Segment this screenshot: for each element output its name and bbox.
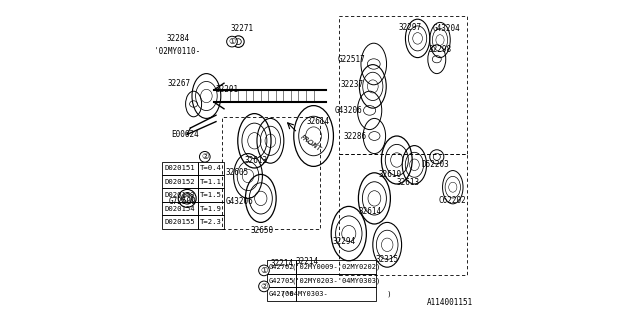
Text: 32267: 32267 (168, 79, 191, 88)
Text: 32286: 32286 (344, 132, 367, 140)
Bar (268, 274, 296, 287)
Text: 32298: 32298 (428, 45, 452, 54)
Text: 32201: 32201 (216, 85, 239, 94)
Text: 32297: 32297 (398, 23, 421, 32)
Bar (161, 215, 198, 229)
Text: T=1.1: T=1.1 (200, 179, 222, 185)
Text: '02MY0110-: '02MY0110- (154, 47, 201, 56)
Bar (198, 215, 224, 229)
Text: D020155: D020155 (164, 219, 195, 225)
Text: 32237: 32237 (340, 80, 364, 89)
Bar (296, 260, 376, 274)
Text: 32605: 32605 (225, 168, 248, 177)
Text: ①: ① (228, 37, 236, 46)
Text: G72509: G72509 (168, 197, 196, 206)
Bar (198, 175, 224, 188)
Text: 32613: 32613 (244, 156, 268, 164)
Text: T=2.3: T=2.3 (200, 219, 222, 225)
Text: 32214: 32214 (296, 257, 319, 266)
Text: C62202: C62202 (439, 196, 467, 204)
Text: ①: ① (260, 266, 268, 275)
Text: T=0.4: T=0.4 (200, 165, 222, 171)
Bar (161, 188, 198, 202)
Text: 32650: 32650 (251, 226, 274, 235)
Bar (296, 274, 376, 287)
Text: G43204: G43204 (433, 24, 460, 33)
Bar (161, 202, 198, 215)
Bar (198, 202, 224, 215)
Bar (161, 162, 198, 175)
Text: D020153: D020153 (164, 192, 195, 198)
Text: G42702: G42702 (269, 264, 294, 270)
Text: 32271: 32271 (230, 24, 253, 33)
Text: ('04MY0303-              ): ('04MY0303- ) (281, 291, 391, 297)
Bar (268, 287, 296, 301)
Text: ②: ② (260, 282, 268, 291)
Text: FRONT: FRONT (300, 134, 322, 152)
Bar (161, 175, 198, 188)
Text: G43206: G43206 (335, 106, 363, 115)
Text: ('02MY0009-'02MY0202): ('02MY0009-'02MY0202) (291, 264, 381, 270)
Text: 32614: 32614 (358, 207, 381, 216)
Text: D020151: D020151 (164, 165, 195, 171)
Text: ②: ② (201, 152, 209, 161)
Text: G42706: G42706 (269, 291, 294, 297)
Text: D52203: D52203 (421, 160, 449, 169)
Text: E00624: E00624 (172, 130, 200, 139)
Text: D020154: D020154 (164, 206, 195, 212)
Text: 32613: 32613 (396, 178, 420, 187)
Text: 32614: 32614 (307, 117, 330, 126)
Bar (268, 260, 296, 274)
Bar (296, 287, 376, 301)
Text: 32284: 32284 (166, 34, 189, 43)
Text: ('02MY0203-'04MY0303): ('02MY0203-'04MY0303) (291, 277, 381, 284)
Text: G43206: G43206 (226, 197, 254, 206)
Text: A114001151: A114001151 (428, 298, 474, 307)
Text: 32214: 32214 (270, 260, 293, 268)
Text: 32315: 32315 (376, 255, 399, 264)
Text: T=1.9: T=1.9 (200, 206, 222, 212)
Text: D020152: D020152 (164, 179, 195, 185)
Text: G22517: G22517 (338, 55, 366, 64)
Text: 32294: 32294 (332, 237, 356, 246)
Text: T=1.5: T=1.5 (200, 192, 222, 198)
Text: 32610: 32610 (379, 170, 402, 179)
Text: G42705: G42705 (269, 278, 294, 284)
Bar (198, 188, 224, 202)
Bar (198, 162, 224, 175)
